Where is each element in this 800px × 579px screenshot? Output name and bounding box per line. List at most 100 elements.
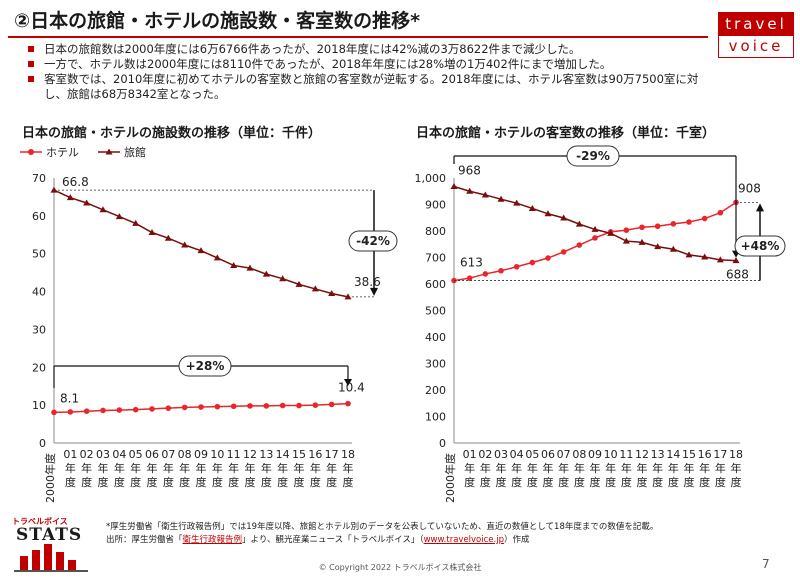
x-tick-label: 年 bbox=[179, 461, 190, 475]
x-tick-label: 度 bbox=[558, 475, 569, 489]
x-tick-label: 年 bbox=[228, 461, 239, 475]
data-point-hotel bbox=[247, 403, 253, 409]
footnote-prefix: 出所：厚生労働省「 bbox=[106, 535, 183, 545]
x-tick-label: 17 bbox=[325, 448, 339, 461]
x-tick-label: 年 bbox=[196, 461, 207, 475]
logo-line1: travel bbox=[719, 13, 793, 36]
data-point-hotel bbox=[100, 407, 106, 414]
x-tick-label: 年 bbox=[480, 461, 491, 475]
series-line-hotel bbox=[453, 201, 737, 282]
data-point-hotel bbox=[214, 403, 221, 410]
data-point-hotel bbox=[165, 405, 172, 411]
x-tick-label: 年 bbox=[114, 461, 125, 475]
data-point-hotel bbox=[717, 209, 724, 216]
data-point-hotel bbox=[466, 275, 473, 281]
x-tick-label: 度 bbox=[511, 475, 522, 489]
x-tick-label: 度 bbox=[261, 475, 272, 489]
data-point-ryokan bbox=[66, 194, 74, 201]
x-tick-label: 18 bbox=[341, 448, 355, 461]
data-point-hotel bbox=[345, 400, 351, 407]
x-tick-label: 年 bbox=[558, 461, 569, 475]
x-tick-label: 度 bbox=[196, 475, 207, 489]
x-tick-label: 度 bbox=[699, 475, 710, 489]
copyright: © Copyright 2022 トラベルボイス株式会社 bbox=[318, 563, 482, 572]
data-point-ryokan bbox=[99, 206, 107, 213]
x-tick-label: 02 bbox=[80, 448, 94, 461]
x-tick-label: 12 bbox=[243, 448, 257, 461]
x-tick-label: 06 bbox=[541, 448, 555, 461]
x-tick-label: 度 bbox=[147, 475, 158, 489]
x-tick-label: 年 bbox=[98, 461, 109, 475]
y-tick-label: 800 bbox=[425, 225, 446, 238]
data-point-hotel bbox=[654, 223, 661, 230]
x-tick-label: 年 bbox=[245, 461, 256, 475]
data-point-ryokan bbox=[701, 253, 709, 260]
source-link[interactable]: 衛生行政報告例 bbox=[182, 535, 243, 545]
bullet-item: 一方で、ホテル数は2000年度には8110件であったが、2018年年度には28%… bbox=[26, 57, 716, 72]
x-tick-label: 年 bbox=[574, 461, 585, 475]
x-tick-label: 年 bbox=[294, 461, 305, 475]
x-tick-label: 14 bbox=[276, 448, 290, 461]
x-tick-label: 度 bbox=[652, 475, 663, 489]
data-point-ryokan bbox=[197, 247, 205, 254]
x-tick-label: 2000年度 bbox=[443, 453, 457, 503]
x-tick-label: 05 bbox=[525, 448, 539, 461]
x-tick-label: 年 bbox=[527, 461, 538, 475]
y-tick-label: 900 bbox=[425, 199, 446, 212]
x-tick-label: 度 bbox=[480, 475, 491, 489]
x-tick-label: 04 bbox=[510, 448, 524, 461]
data-point-ryokan bbox=[497, 195, 505, 202]
stats-bars-icon bbox=[14, 544, 88, 572]
x-tick-label: 度 bbox=[326, 475, 337, 489]
x-tick-label: 年 bbox=[699, 461, 710, 475]
data-point-ryokan bbox=[148, 229, 156, 236]
data-point-ryokan bbox=[230, 261, 238, 268]
change-label: -42% bbox=[356, 234, 390, 248]
x-tick-label: 年 bbox=[65, 461, 76, 475]
data-point-hotel bbox=[670, 221, 677, 227]
x-tick-label: 度 bbox=[527, 475, 538, 489]
website-link[interactable]: www.travelvoice.jp bbox=[423, 535, 504, 545]
y-tick-label: 600 bbox=[425, 278, 446, 291]
data-point-hotel bbox=[639, 224, 645, 231]
x-tick-label: 16 bbox=[308, 448, 322, 461]
data-point-hotel bbox=[529, 259, 536, 266]
x-tick-label: 年 bbox=[543, 461, 554, 475]
logo-line2: voice bbox=[728, 37, 784, 55]
x-tick-label: 度 bbox=[98, 475, 109, 489]
x-tick-label: 08 bbox=[178, 448, 192, 461]
x-tick-label: 年 bbox=[464, 461, 475, 475]
x-tick-label: 16 bbox=[698, 448, 712, 461]
x-tick-label: 度 bbox=[496, 475, 507, 489]
data-label: 66.8 bbox=[62, 175, 89, 189]
x-tick-label: 度 bbox=[684, 475, 695, 489]
x-tick-label: 04 bbox=[112, 448, 126, 461]
x-tick-label: 度 bbox=[731, 475, 742, 489]
footnote: *厚生労働省「衛生行政報告例」では19年度以降、旅館とホテル別のデータを公表して… bbox=[106, 521, 658, 547]
x-tick-label: 度 bbox=[621, 475, 632, 489]
chart-title-facilities: 日本の旅館・ホテルの施設数の推移（単位：千件） bbox=[22, 126, 322, 141]
y-tick-label: 300 bbox=[425, 358, 446, 371]
data-point-hotel bbox=[686, 219, 692, 225]
data-point-ryokan bbox=[115, 213, 123, 220]
data-point-ryokan bbox=[591, 225, 599, 232]
data-label: 968 bbox=[458, 163, 481, 177]
x-tick-label: 11 bbox=[227, 448, 241, 461]
x-tick-label: 度 bbox=[343, 475, 354, 489]
data-label: 688 bbox=[726, 268, 749, 282]
x-tick-label: 07 bbox=[161, 448, 175, 461]
data-point-ryokan bbox=[213, 254, 221, 261]
x-tick-label: 度 bbox=[81, 475, 92, 489]
x-tick-label: 05 bbox=[129, 448, 143, 461]
change-label: +28% bbox=[186, 359, 225, 373]
y-tick-label: 0 bbox=[439, 437, 446, 450]
change-badge bbox=[348, 230, 398, 252]
x-tick-label: 度 bbox=[65, 475, 76, 489]
x-tick-label: 01 bbox=[63, 448, 77, 461]
change-label: -29% bbox=[576, 149, 610, 163]
x-tick-label: 度 bbox=[212, 475, 223, 489]
change-arrowhead bbox=[756, 203, 764, 212]
x-tick-label: 08 bbox=[572, 448, 586, 461]
x-tick-label: 度 bbox=[668, 475, 679, 489]
